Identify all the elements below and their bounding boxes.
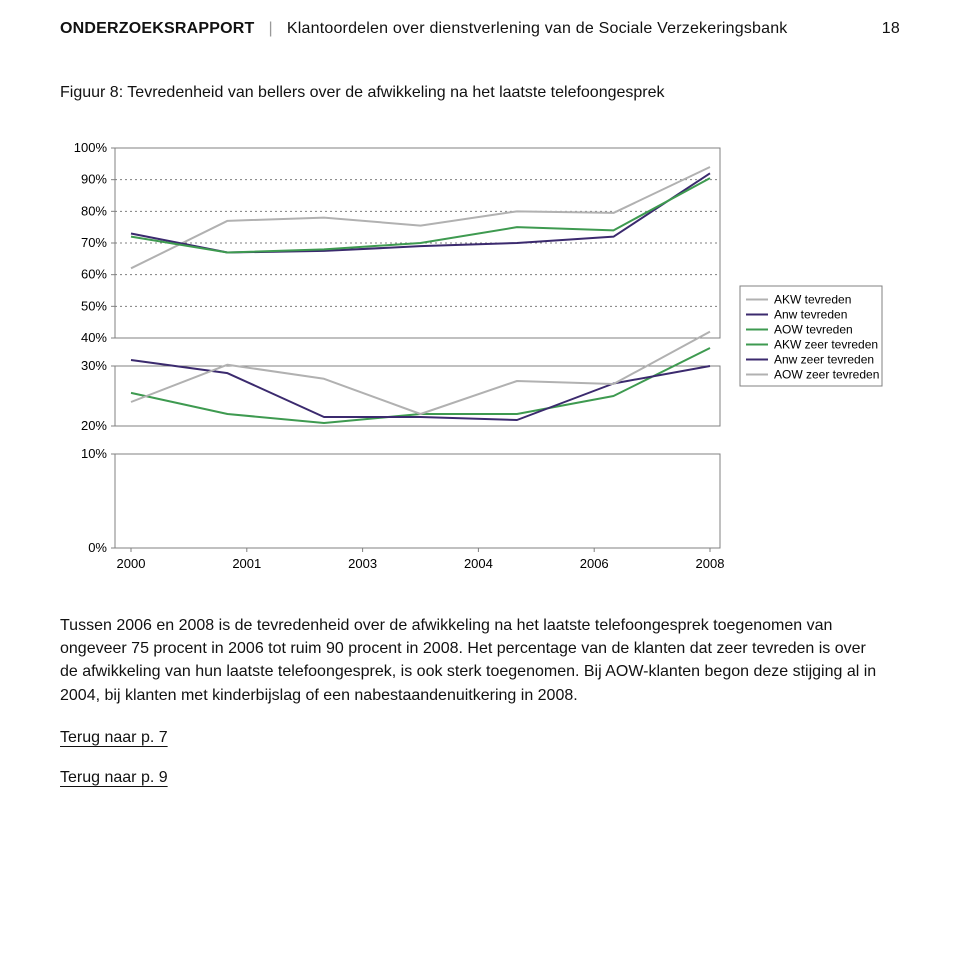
svg-text:2008: 2008 [696,556,725,571]
figure-caption: Figuur 8: Tevredenheid van bellers over … [60,84,900,102]
svg-text:2003: 2003 [348,556,377,571]
svg-text:10%: 10% [81,446,107,461]
svg-text:100%: 100% [74,140,108,155]
svg-text:20%: 20% [81,418,107,433]
svg-text:AKW zeer tevreden: AKW zeer tevreden [774,338,878,352]
back-link-p7[interactable]: Terug naar p. 7 [60,729,900,747]
svg-text:70%: 70% [81,235,107,250]
report-subtitle: Klantoordelen over dienstverlening van d… [287,20,788,38]
chart-svg: 0% 10% 20% 30% 40% 50% 60% 70% 80% 90% 100% 2000 200… [60,130,900,590]
header-separator: | [269,20,273,38]
svg-text:60%: 60% [81,267,107,282]
line-chart: 0% 10% 20% 30% 40% 50% 60% 70% 80% 90% 100% 2000 200… [60,130,900,590]
svg-text:40%: 40% [81,330,107,345]
back-link-p9[interactable]: Terug naar p. 9 [60,769,900,787]
svg-text:2006: 2006 [580,556,609,571]
svg-text:50%: 50% [81,298,107,313]
svg-text:90%: 90% [81,172,107,187]
body-paragraph: Tussen 2006 en 2008 is de tevredenheid o… [60,614,880,707]
svg-text:80%: 80% [81,203,107,218]
svg-text:30%: 30% [81,358,107,373]
report-series-title: ONDERZOEKSRAPPORT [60,20,255,38]
report-header: ONDERZOEKSRAPPORT | Klantoordelen over d… [60,20,900,38]
svg-text:2001: 2001 [232,556,261,571]
svg-text:Anw zeer tevreden: Anw zeer tevreden [774,353,874,367]
svg-text:AOW zeer tevreden: AOW zeer tevreden [774,368,879,382]
svg-text:0%: 0% [88,540,107,555]
svg-text:Anw tevreden: Anw tevreden [774,308,847,322]
svg-text:2000: 2000 [117,556,146,571]
svg-text:2004: 2004 [464,556,493,571]
svg-text:AOW tevreden: AOW tevreden [774,323,853,337]
page-number: 18 [882,20,900,38]
svg-text:AKW tevreden: AKW tevreden [774,293,851,307]
